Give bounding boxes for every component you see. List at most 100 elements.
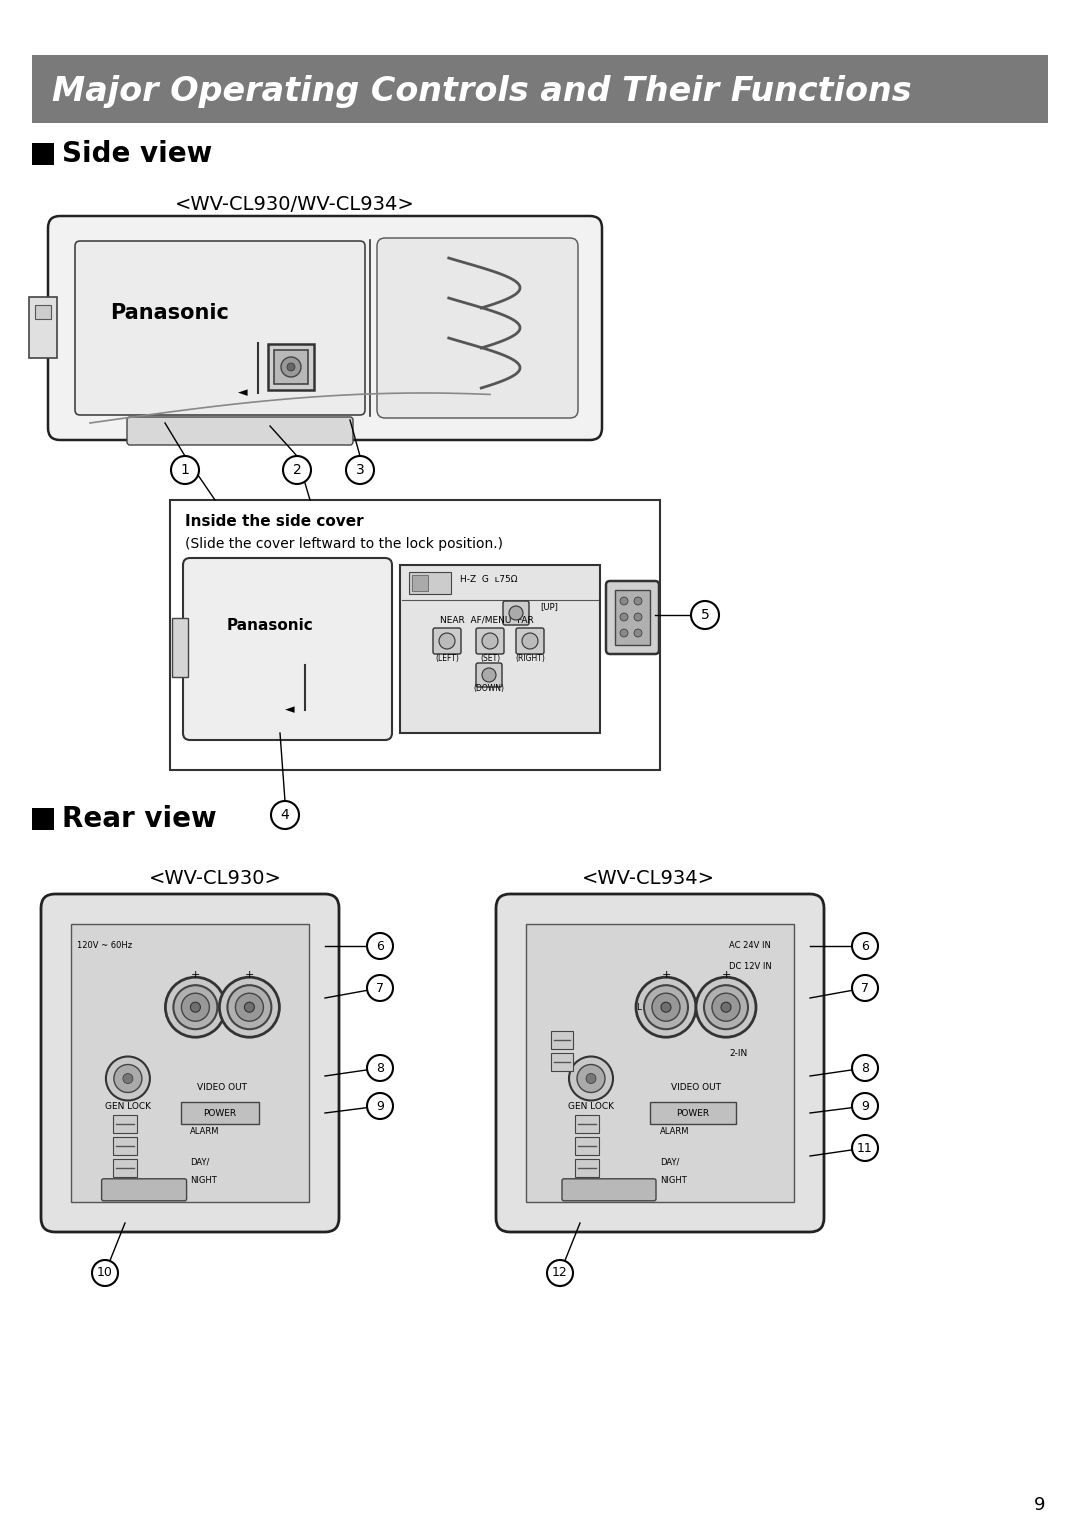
- Circle shape: [577, 1064, 605, 1093]
- Circle shape: [281, 357, 301, 377]
- Text: 6: 6: [376, 940, 383, 952]
- FancyBboxPatch shape: [575, 1136, 599, 1154]
- Circle shape: [171, 455, 199, 484]
- Text: NIGHT: NIGHT: [190, 1176, 217, 1185]
- FancyBboxPatch shape: [29, 297, 57, 359]
- FancyBboxPatch shape: [113, 1114, 137, 1133]
- Circle shape: [522, 633, 538, 648]
- Circle shape: [235, 993, 264, 1021]
- Circle shape: [174, 986, 217, 1029]
- Circle shape: [620, 613, 627, 621]
- Circle shape: [546, 1260, 573, 1286]
- FancyBboxPatch shape: [400, 566, 600, 733]
- Text: [UP]: [UP]: [540, 602, 558, 612]
- Text: 2: 2: [293, 463, 301, 477]
- Text: (Slide the cover leftward to the lock position.): (Slide the cover leftward to the lock po…: [185, 537, 503, 550]
- Circle shape: [228, 986, 271, 1029]
- Text: AC 24V IN: AC 24V IN: [729, 941, 771, 950]
- Text: GEN LOCK: GEN LOCK: [105, 1102, 151, 1111]
- Text: 8: 8: [376, 1061, 384, 1075]
- FancyBboxPatch shape: [615, 590, 650, 645]
- FancyBboxPatch shape: [516, 629, 544, 655]
- Circle shape: [634, 596, 642, 606]
- Text: 3: 3: [355, 463, 364, 477]
- Text: <WV-CL930>: <WV-CL930>: [149, 869, 282, 888]
- FancyBboxPatch shape: [113, 1136, 137, 1154]
- Circle shape: [367, 934, 393, 960]
- FancyBboxPatch shape: [377, 238, 578, 419]
- Circle shape: [123, 1073, 133, 1084]
- Text: GEN LOCK: GEN LOCK: [568, 1102, 615, 1111]
- Circle shape: [190, 1003, 201, 1012]
- Text: NIGHT: NIGHT: [660, 1176, 687, 1185]
- Circle shape: [367, 1055, 393, 1081]
- Text: +: +: [661, 970, 671, 980]
- Circle shape: [852, 1134, 878, 1160]
- Circle shape: [92, 1260, 118, 1286]
- Text: (RIGHT): (RIGHT): [515, 653, 545, 662]
- Text: H-Z  G  ʟ75Ω: H-Z G ʟ75Ω: [460, 575, 517, 584]
- Circle shape: [620, 596, 627, 606]
- Text: Inside the side cover: Inside the side cover: [185, 515, 364, 529]
- Bar: [32, 143, 54, 166]
- Text: Panasonic: Panasonic: [227, 618, 313, 633]
- Circle shape: [696, 977, 756, 1038]
- Circle shape: [219, 977, 280, 1038]
- Text: (DOWN): (DOWN): [473, 685, 504, 693]
- Text: NEAR  AF/MENU  FAR: NEAR AF/MENU FAR: [440, 616, 534, 624]
- Circle shape: [367, 975, 393, 1001]
- Text: 9: 9: [861, 1099, 869, 1113]
- Circle shape: [271, 802, 299, 829]
- FancyBboxPatch shape: [172, 618, 188, 678]
- Circle shape: [106, 1056, 150, 1101]
- FancyBboxPatch shape: [75, 241, 365, 415]
- Text: 12: 12: [552, 1266, 568, 1280]
- FancyBboxPatch shape: [433, 629, 461, 655]
- Text: 10: 10: [97, 1266, 113, 1280]
- Text: Panasonic: Panasonic: [110, 304, 229, 323]
- Text: 7: 7: [376, 981, 384, 995]
- Text: Rear view: Rear view: [62, 805, 217, 832]
- FancyBboxPatch shape: [496, 894, 824, 1233]
- Text: 9: 9: [376, 1099, 383, 1113]
- FancyBboxPatch shape: [476, 662, 502, 687]
- Circle shape: [287, 363, 295, 371]
- Text: ◄: ◄: [239, 386, 247, 400]
- Text: 5: 5: [701, 609, 710, 622]
- Circle shape: [852, 1055, 878, 1081]
- Circle shape: [586, 1073, 596, 1084]
- Circle shape: [636, 977, 696, 1038]
- Text: 120V ~ 60Hz: 120V ~ 60Hz: [77, 941, 132, 950]
- Text: VIDEO OUT: VIDEO OUT: [671, 1084, 721, 1093]
- Circle shape: [721, 1003, 731, 1012]
- Bar: [32, 55, 1048, 123]
- Text: +: +: [245, 970, 254, 980]
- Text: DC 12V IN: DC 12V IN: [729, 963, 772, 972]
- Text: ALARM: ALARM: [190, 1127, 219, 1136]
- FancyBboxPatch shape: [476, 629, 504, 655]
- Circle shape: [283, 455, 311, 484]
- Circle shape: [852, 934, 878, 960]
- Text: 8: 8: [861, 1061, 869, 1075]
- FancyBboxPatch shape: [650, 1102, 735, 1124]
- Circle shape: [367, 1093, 393, 1119]
- Circle shape: [569, 1056, 613, 1101]
- Text: (SET): (SET): [480, 653, 500, 662]
- Circle shape: [691, 601, 719, 629]
- FancyBboxPatch shape: [41, 894, 339, 1233]
- Circle shape: [482, 633, 498, 648]
- FancyBboxPatch shape: [71, 924, 309, 1202]
- Circle shape: [652, 993, 680, 1021]
- Circle shape: [482, 668, 496, 682]
- FancyBboxPatch shape: [180, 1102, 258, 1124]
- Bar: [32, 808, 54, 829]
- Bar: [170, 500, 660, 770]
- Text: POWER: POWER: [676, 1108, 710, 1118]
- Text: 7: 7: [861, 981, 869, 995]
- Circle shape: [113, 1064, 141, 1093]
- Text: +: +: [721, 970, 731, 980]
- Circle shape: [852, 975, 878, 1001]
- Circle shape: [620, 629, 627, 638]
- FancyBboxPatch shape: [551, 1053, 573, 1072]
- FancyBboxPatch shape: [268, 343, 314, 389]
